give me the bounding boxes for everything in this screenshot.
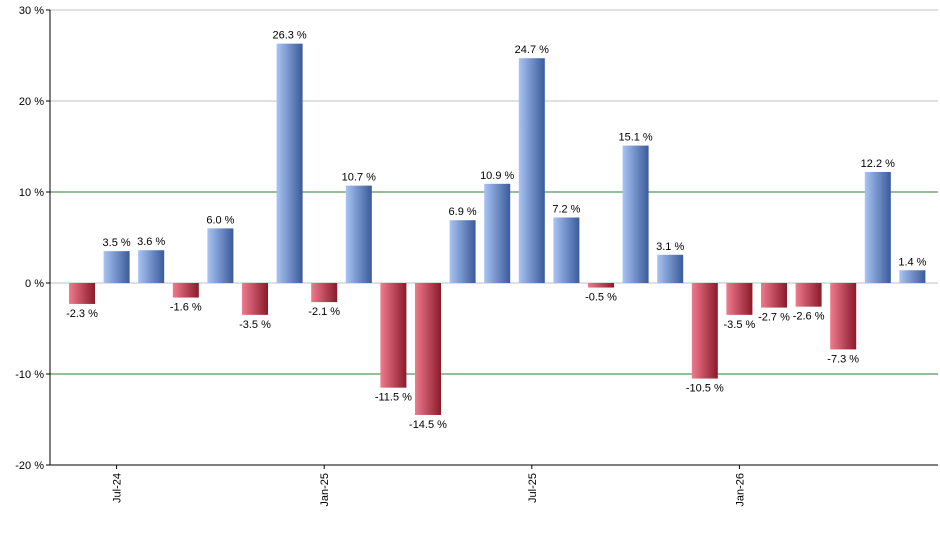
data-label: -0.5 %: [585, 292, 617, 304]
y-tick-label: 30 %: [19, 5, 44, 17]
data-label: 3.5 %: [103, 237, 131, 249]
bar: [69, 283, 95, 304]
data-label: 6.9 %: [449, 206, 477, 218]
bar: [103, 251, 130, 283]
bar: [691, 283, 718, 379]
bar: [864, 171, 891, 283]
data-label: 10.9 %: [480, 170, 514, 182]
data-label: 1.4 %: [898, 256, 926, 268]
data-label: -3.5 %: [724, 319, 756, 331]
data-label: -10.5 %: [686, 383, 724, 395]
bar: [795, 283, 822, 307]
data-label: -7.3 %: [827, 353, 859, 365]
bar: [899, 270, 926, 283]
bar: [761, 283, 787, 308]
data-label: 3.6 %: [137, 236, 165, 248]
data-label: 6.0 %: [206, 214, 234, 226]
bar: [449, 220, 476, 283]
data-label: 24.7 %: [515, 44, 549, 56]
x-tick-label: Jan-25: [319, 473, 331, 507]
data-label: 10.7 %: [342, 172, 376, 184]
bar: [345, 185, 372, 283]
data-label: 7.2 %: [552, 203, 580, 215]
y-tick-label: 0 %: [25, 278, 44, 290]
data-label: -2.3 %: [66, 308, 98, 320]
data-label: -3.5 %: [239, 319, 271, 331]
bar: [726, 283, 753, 315]
data-label: -14.5 %: [409, 419, 447, 431]
data-labels: -2.3 % 3.5 % 3.6 % -1.6 % 6.0 % -3.5 % 26.3 % -…: [66, 30, 927, 431]
bar: [484, 183, 511, 283]
bar: [207, 228, 234, 283]
axes: 30 % 20 % 10 % 0 % -10 % -20 % Jul-24 Jan-25 Jul…: [15, 5, 938, 507]
x-tick-label: Jul-25: [527, 473, 539, 503]
y-tick-label: -20 %: [15, 460, 44, 472]
x-tick-label: Jul-24: [112, 473, 124, 503]
bar: [622, 145, 649, 283]
bar: [138, 250, 165, 283]
bar: [276, 43, 303, 283]
bar: [380, 283, 407, 388]
y-tick-label: -10 %: [15, 369, 44, 381]
data-label: 12.2 %: [861, 158, 895, 170]
bar: [415, 283, 441, 415]
data-label: -2.1 %: [308, 306, 340, 318]
y-tick-label: 20 %: [19, 96, 44, 108]
data-label: -2.7 %: [758, 312, 790, 324]
bar: [588, 283, 614, 288]
data-label: -1.6 %: [170, 302, 202, 314]
bars: [69, 43, 926, 415]
bar: [172, 283, 199, 298]
bar: [830, 283, 857, 350]
data-label: 15.1 %: [618, 132, 652, 144]
data-label: 26.3 %: [272, 30, 306, 42]
x-tick-label: Jan-26: [734, 473, 746, 507]
data-label: -2.6 %: [793, 311, 825, 323]
data-label: -11.5 %: [375, 392, 412, 404]
bar: [311, 283, 338, 303]
data-label: 3.1 %: [656, 241, 684, 253]
bar: [518, 58, 545, 284]
bar: [553, 217, 580, 283]
bar: [242, 283, 268, 315]
y-tick-label: 10 %: [19, 187, 44, 199]
bar: [657, 254, 684, 283]
